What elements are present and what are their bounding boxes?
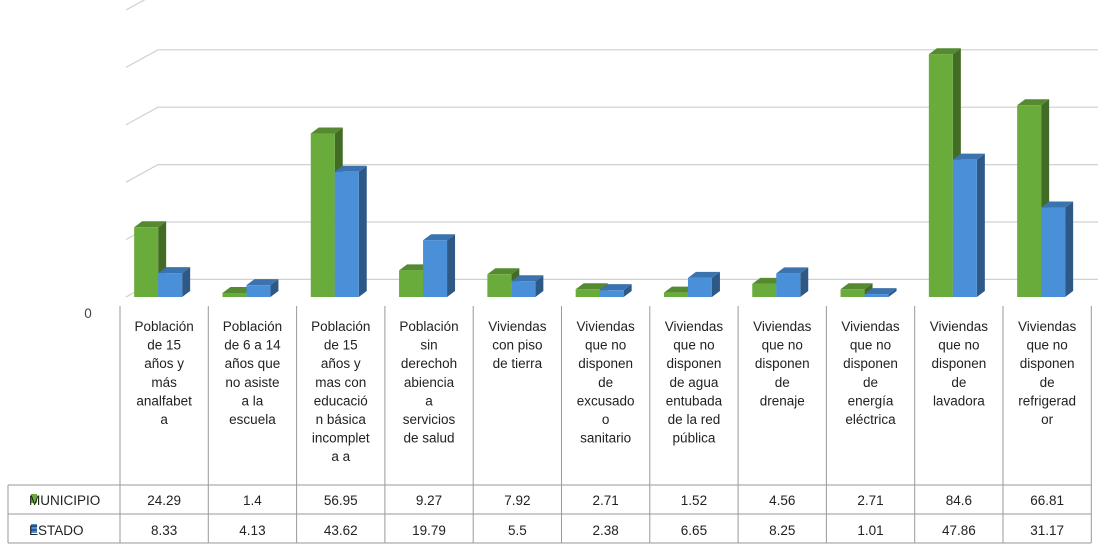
data-label: 8.33 (151, 523, 177, 538)
category-label: Viviendas que no disponen de refrigerad or (1018, 319, 1077, 427)
category-label: Población de 15 años y más analfabet a (135, 319, 194, 427)
category-label: Población de 15 años y mas con educació n bás… (311, 319, 370, 464)
legend-key-estado (31, 524, 37, 533)
category-label: Viviendas que no disponen de lavadora (930, 319, 989, 408)
data-label: 7.92 (504, 493, 530, 508)
data-label: 4.13 (239, 523, 265, 538)
category-label: Viviendas que no disponen de excusado o sanita… (577, 319, 636, 446)
bars (134, 48, 1074, 298)
gridline (125, 106, 1098, 126)
data-label: 2.38 (593, 523, 619, 538)
category-label: Viviendas que no disponen de drenaje (753, 319, 812, 408)
bar-estado-7 (776, 267, 809, 297)
data-label: 1.4 (243, 493, 262, 508)
data-label: 9.27 (416, 493, 442, 508)
data-label: 31.17 (1030, 523, 1064, 538)
data-label: 5.5 (508, 523, 527, 538)
data-label: 6.65 (681, 523, 707, 538)
gridline (125, 49, 1098, 68)
data-label: 8.25 (769, 523, 795, 538)
data-table: Población de 15 años y más analfabet a Poblaci… (7, 306, 1092, 544)
bar-estado-0 (158, 267, 191, 297)
category-label: Población sin derechoh abiencia a servicios de… (399, 319, 458, 446)
data-label: 19.79 (412, 523, 446, 538)
data-label: 4.56 (769, 493, 795, 508)
data-label: 1.01 (857, 523, 883, 538)
gridline (125, 164, 1098, 183)
data-label: 1.52 (681, 493, 707, 508)
bar-estado-2 (334, 165, 367, 297)
category-label: Viviendas con piso de tierra (488, 319, 547, 371)
y-axis-zero-label: 0 (84, 306, 92, 321)
data-label: 47.86 (942, 523, 976, 538)
category-label: Viviendas que no disponen de agua entubada de… (665, 319, 724, 446)
series-label: ESTADO (29, 523, 84, 538)
bar-estado-1 (246, 279, 279, 297)
category-label: Viviendas que no disponen de energía eléctric… (841, 319, 900, 427)
data-label: 84.6 (946, 493, 972, 508)
bar-estado-6 (687, 271, 720, 297)
gridline (125, 0, 146, 11)
bar-estado-10 (1041, 201, 1074, 297)
bar-estado-3 (423, 234, 456, 297)
bar-estado-9 (952, 153, 985, 297)
bar-estado-8 (864, 288, 897, 297)
data-label: 2.71 (593, 493, 619, 508)
data-label: 43.62 (324, 523, 358, 538)
data-label: 24.29 (147, 493, 181, 508)
data-label: 56.95 (324, 493, 358, 508)
data-label: 66.81 (1030, 493, 1064, 508)
bar-estado-4 (511, 275, 544, 297)
category-label: Población de 6 a 14 años que no asiste a la e… (223, 319, 282, 427)
bar-estado-5 (599, 284, 632, 297)
series-label: MUNICIPIO (29, 493, 100, 508)
data-label: 2.71 (857, 493, 883, 508)
legend-key-municipio (31, 494, 37, 503)
